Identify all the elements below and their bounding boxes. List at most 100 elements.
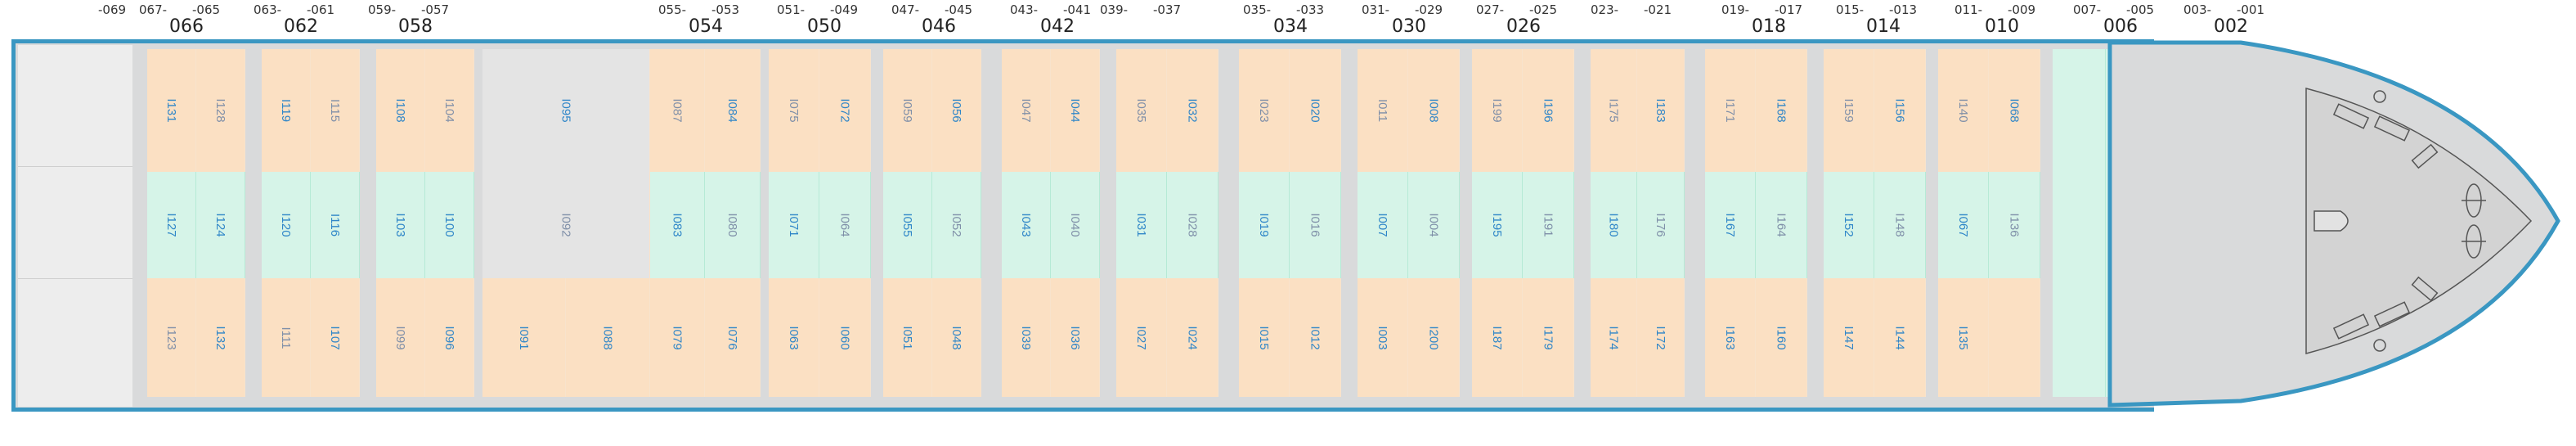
container-slot[interactable]: I196 — [1523, 49, 1574, 172]
container-slot[interactable]: I016 — [1290, 172, 1341, 278]
container-slot[interactable]: I132 — [196, 278, 245, 397]
container-slot[interactable]: I111 — [262, 278, 311, 397]
container-slot[interactable]: I075 — [769, 49, 819, 172]
container-slot[interactable] — [2053, 49, 2106, 172]
container-slot[interactable]: I063 — [769, 278, 819, 397]
container-slot[interactable]: I095 — [482, 49, 650, 172]
container-slot[interactable]: I044 — [1051, 49, 1100, 172]
container-slot[interactable]: I123 — [147, 278, 196, 397]
container-slot[interactable]: I152 — [1824, 172, 1874, 278]
container-slot[interactable] — [2053, 278, 2106, 397]
bay-header-number: 058 — [398, 16, 433, 37]
container-slot[interactable]: I120 — [262, 172, 311, 278]
container-slot[interactable]: I199 — [1472, 49, 1523, 172]
container-slot[interactable]: I135 — [1938, 278, 1989, 397]
container-slot[interactable]: I056 — [932, 49, 981, 172]
container-slot[interactable]: I163 — [1705, 278, 1756, 397]
container-slot[interactable]: I080 — [705, 172, 761, 278]
container-slot[interactable]: I039 — [1002, 278, 1051, 397]
container-slot[interactable]: I067 — [1938, 172, 1989, 278]
container-slot[interactable]: I060 — [819, 278, 871, 397]
container-slot[interactable]: I180 — [1591, 172, 1637, 278]
container-slot[interactable]: I167 — [1705, 172, 1756, 278]
container-slot[interactable]: I019 — [1239, 172, 1290, 278]
container-slot[interactable]: I147 — [1824, 278, 1874, 397]
container-slot[interactable]: I003 — [1358, 278, 1408, 397]
container-slot[interactable]: I084 — [705, 49, 761, 172]
container-slot[interactable]: I136 — [1989, 172, 2040, 278]
container-slot[interactable]: I100 — [425, 172, 474, 278]
container-slot[interactable]: I032 — [1167, 49, 1218, 172]
container-slot[interactable]: I156 — [1874, 49, 1926, 172]
container-slot[interactable]: I004 — [1408, 172, 1460, 278]
container-slot[interactable]: I200 — [1408, 278, 1460, 397]
container-slot[interactable]: I043 — [1002, 172, 1051, 278]
container-slot[interactable]: I012 — [1290, 278, 1341, 397]
container-slot[interactable]: I055 — [883, 172, 932, 278]
container-slot[interactable]: I048 — [932, 278, 981, 397]
container-slot[interactable]: I027 — [1116, 278, 1167, 397]
container-slot[interactable]: I148 — [1874, 172, 1926, 278]
container-slot[interactable]: I020 — [1290, 49, 1341, 172]
container-slot[interactable]: I144 — [1874, 278, 1926, 397]
container-slot[interactable]: I035 — [1116, 49, 1167, 172]
container-slot[interactable] — [1989, 278, 2040, 397]
container-slot[interactable]: I140 — [1938, 49, 1989, 172]
container-slot[interactable]: I115 — [311, 49, 360, 172]
container-slot[interactable]: I015 — [1239, 278, 1290, 397]
container-slot[interactable]: I171 — [1705, 49, 1756, 172]
container-slot[interactable]: I175 — [1591, 49, 1637, 172]
container-slot[interactable]: I191 — [1523, 172, 1574, 278]
container-slot[interactable]: I168 — [1756, 49, 1807, 172]
container-slot[interactable]: I079 — [650, 278, 705, 397]
container-slot[interactable]: I007 — [1358, 172, 1408, 278]
container-slot[interactable]: I087 — [650, 49, 705, 172]
container-slot[interactable]: I174 — [1591, 278, 1637, 397]
container-slot[interactable]: I088 — [566, 278, 650, 397]
container-slot[interactable]: I068 — [1989, 49, 2040, 172]
bay-header-number: 066 — [169, 16, 204, 37]
container-slot[interactable]: I183 — [1637, 49, 1685, 172]
container-slot[interactable]: I064 — [819, 172, 871, 278]
container-slot[interactable]: I103 — [376, 172, 425, 278]
container-slot[interactable]: I187 — [1472, 278, 1523, 397]
container-slot[interactable]: I092 — [482, 172, 650, 278]
container-slot[interactable]: I052 — [932, 172, 981, 278]
bay-header-small: 043- — [1010, 2, 1039, 17]
container-slot[interactable]: I179 — [1523, 278, 1574, 397]
container-slot[interactable]: I127 — [147, 172, 196, 278]
container-slot[interactable]: I024 — [1167, 278, 1218, 397]
container-slot[interactable]: I028 — [1167, 172, 1218, 278]
container-slot[interactable]: I059 — [883, 49, 932, 172]
container-slot[interactable]: I119 — [262, 49, 311, 172]
container-slot[interactable]: I164 — [1756, 172, 1807, 278]
container-slot[interactable] — [2053, 172, 2106, 278]
container-slot[interactable]: I023 — [1239, 49, 1290, 172]
container-slot[interactable]: I124 — [196, 172, 245, 278]
container-slot[interactable]: I008 — [1408, 49, 1460, 172]
container-slot[interactable]: I076 — [705, 278, 761, 397]
container-slot[interactable]: I116 — [311, 172, 360, 278]
container-slot[interactable]: I172 — [1637, 278, 1685, 397]
container-slot[interactable]: I176 — [1637, 172, 1685, 278]
container-slot[interactable]: I108 — [376, 49, 425, 172]
container-slot[interactable]: I099 — [376, 278, 425, 397]
container-slot[interactable]: I160 — [1756, 278, 1807, 397]
container-slot[interactable]: I104 — [425, 49, 474, 172]
container-slot[interactable]: I072 — [819, 49, 871, 172]
container-slot[interactable]: I096 — [425, 278, 474, 397]
container-slot[interactable]: I011 — [1358, 49, 1408, 172]
container-slot[interactable]: I040 — [1051, 172, 1100, 278]
container-slot[interactable]: I083 — [650, 172, 705, 278]
container-slot[interactable]: I128 — [196, 49, 245, 172]
container-slot[interactable]: I091 — [482, 278, 566, 397]
container-slot[interactable]: I131 — [147, 49, 196, 172]
container-slot[interactable]: I107 — [311, 278, 360, 397]
container-slot[interactable]: I159 — [1824, 49, 1874, 172]
container-slot[interactable]: I071 — [769, 172, 819, 278]
container-slot[interactable]: I031 — [1116, 172, 1167, 278]
container-slot[interactable]: I051 — [883, 278, 932, 397]
container-slot[interactable]: I036 — [1051, 278, 1100, 397]
container-slot[interactable]: I047 — [1002, 49, 1051, 172]
container-slot[interactable]: I195 — [1472, 172, 1523, 278]
